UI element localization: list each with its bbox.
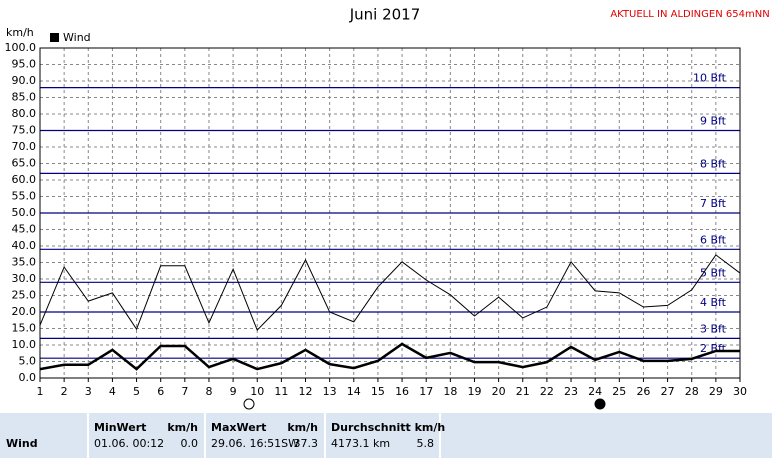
y-tick-label: 75.0: [12, 124, 37, 137]
x-tick-label: 16: [395, 385, 409, 398]
x-tick-label: 19: [467, 385, 481, 398]
x-tick-label: 7: [181, 385, 188, 398]
table-header: km/h: [167, 421, 198, 434]
beaufort-label: 5 Bft: [700, 266, 727, 279]
y-tick-label: 20.0: [12, 305, 37, 318]
x-tick-label: 29: [709, 385, 723, 398]
x-tick-label: 1: [37, 385, 44, 398]
beaufort-label: 6 Bft: [700, 233, 727, 246]
table-header: km/h: [287, 421, 318, 434]
x-tick-label: 13: [323, 385, 337, 398]
table-header: MaxWert: [211, 421, 266, 434]
y-tick-label: 30.0: [12, 272, 37, 285]
y-tick-label: 50.0: [12, 206, 37, 219]
x-tick-label: 28: [685, 385, 699, 398]
table-cell: 01.06. 00:12: [94, 437, 164, 450]
x-tick-label: 14: [347, 385, 361, 398]
x-tick-label: 5: [133, 385, 140, 398]
y-tick-label: 55.0: [12, 190, 37, 203]
table-cell: 5.8: [417, 437, 435, 450]
table-cell: 37.3: [294, 437, 319, 450]
y-tick-label: 5.0: [19, 355, 37, 368]
gust-line: [39, 254, 741, 332]
table-header: Durchschnitt km/h: [331, 421, 445, 434]
chart-title: Juni 2017: [349, 6, 421, 24]
table-cell: 29.06. 16:51SW: [211, 437, 299, 450]
y-tick-label: 95.0: [12, 58, 37, 71]
beaufort-label: 4 Bft: [700, 296, 727, 309]
y-tick-label: 35.0: [12, 256, 37, 269]
plot-frame: [39, 47, 741, 379]
x-tick-label: 3: [85, 385, 92, 398]
x-tick-label: 6: [157, 385, 164, 398]
x-tick-label: 15: [371, 385, 385, 398]
x-tick-label: 20: [492, 385, 506, 398]
table-row-label: Wind: [6, 437, 38, 450]
x-tick-label: 12: [299, 385, 313, 398]
x-tick-label: 18: [443, 385, 457, 398]
beaufort-label: 9 Bft: [700, 115, 727, 128]
beaufort-label: 8 Bft: [700, 157, 727, 170]
moon-full-icon: [594, 398, 606, 410]
x-tick-label: 27: [661, 385, 675, 398]
x-tick-label: 11: [274, 385, 288, 398]
table-cell: 0.0: [181, 437, 199, 450]
legend-label: Wind: [63, 31, 91, 44]
y-tick-label: 65.0: [12, 157, 37, 170]
x-tick-label: 4: [109, 385, 116, 398]
x-tick-label: 2: [61, 385, 68, 398]
beaufort-label: 3 Bft: [700, 322, 727, 335]
table-header: MinWert: [94, 421, 146, 434]
y-tick-label: 45.0: [12, 223, 37, 236]
x-tick-label: 23: [564, 385, 578, 398]
x-tick-label: 21: [516, 385, 530, 398]
x-tick-label: 26: [636, 385, 650, 398]
x-tick-label: 24: [588, 385, 602, 398]
y-tick-label: 40.0: [12, 239, 37, 252]
y-tick-label: 80.0: [12, 107, 37, 120]
y-tick-label: 60.0: [12, 173, 37, 186]
y-tick-label: 100.0: [5, 41, 37, 54]
table-cell: 4173.1 km: [331, 437, 390, 450]
y-tick-label: 90.0: [12, 74, 37, 87]
y-axis-label: km/h: [6, 26, 34, 39]
y-tick-label: 0.0: [19, 371, 37, 384]
y-tick-label: 15.0: [12, 322, 37, 335]
y-tick-label: 25.0: [12, 289, 37, 302]
chart-subtitle: AKTUELL IN ALDINGEN 654mNN: [610, 9, 769, 20]
x-tick-label: 25: [612, 385, 626, 398]
x-tick-label: 10: [250, 385, 264, 398]
x-tick-label: 30: [733, 385, 747, 398]
wind-line: [39, 342, 740, 371]
x-tick-label: 17: [419, 385, 433, 398]
beaufort-label: 10 Bft: [693, 72, 727, 85]
x-tick-label: 8: [205, 385, 212, 398]
y-tick-label: 70.0: [12, 140, 37, 153]
plot: 0.0 5.0 10.0 15.0 20.0 25.0 30.0 35.0 40.0 45.0 50…: [5, 41, 748, 398]
moon-new-icon: [243, 398, 255, 410]
x-tick-label: 22: [540, 385, 554, 398]
beaufort-label: 7 Bft: [700, 197, 727, 210]
y-tick-label: 85.0: [12, 91, 37, 104]
beaufort-label: 2 Bft: [700, 342, 727, 355]
legend-swatch: [50, 33, 59, 42]
stats-table: MinWert km/h MaxWert km/h Durchschnitt km/h W…: [6, 413, 445, 458]
x-tick-label: 9: [230, 385, 237, 398]
y-tick-label: 10.0: [12, 338, 37, 351]
table-background: [0, 413, 772, 458]
